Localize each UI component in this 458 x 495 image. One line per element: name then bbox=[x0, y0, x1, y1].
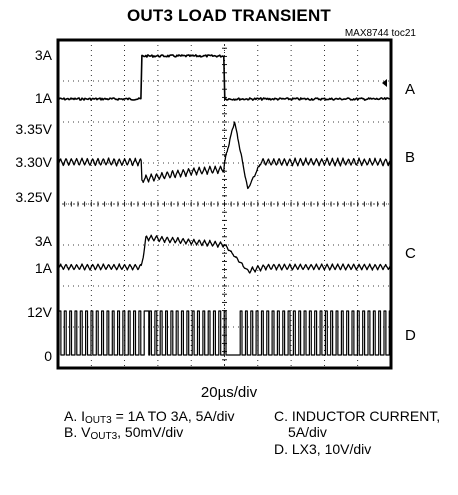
trace-b-label-3-25v: 3.25V bbox=[15, 189, 52, 205]
legend-a: A. IOUT3 = 1A TO 3A, 5A/div bbox=[64, 408, 235, 426]
trace-c-label-3a: 3A bbox=[34, 233, 52, 249]
trace-a-line bbox=[57, 54, 392, 101]
trace-d-label-12v: 12V bbox=[27, 304, 52, 320]
trace-id-a: A bbox=[405, 81, 416, 98]
trace-b-label-3-35v: 3.35V bbox=[15, 121, 52, 137]
document-id: MAX8744 toc21 bbox=[344, 28, 416, 39]
time-scale-label: 20µs/div bbox=[200, 384, 258, 401]
trace-id-c: C bbox=[405, 245, 416, 262]
plot-traces bbox=[57, 54, 392, 356]
trace-d-label-0: 0 bbox=[44, 348, 52, 364]
trace-b-line bbox=[57, 121, 391, 190]
trace-d-line bbox=[58, 310, 392, 356]
legend-c: C. INDUCTOR CURRENT, bbox=[274, 408, 441, 424]
trace-a-label-3a: 3A bbox=[34, 47, 52, 63]
trace-c-line bbox=[57, 234, 391, 274]
legend-b: B. VOUT3, 50mV/div bbox=[64, 424, 184, 442]
legend-d: D. LX3, 10V/div bbox=[274, 441, 372, 457]
trace-c-label-1a: 1A bbox=[34, 260, 52, 276]
trigger-marker-icon bbox=[382, 79, 387, 87]
trace-id-d: D bbox=[405, 327, 416, 344]
trace-b-label-3-30v: 3.30V bbox=[15, 154, 52, 170]
plot-frame bbox=[56, 38, 393, 370]
legend-c-scale: 5A/div bbox=[288, 424, 327, 440]
chart-title: OUT3 LOAD TRANSIENT bbox=[126, 6, 332, 25]
trace-a-label-1a: 1A bbox=[34, 90, 52, 106]
trace-id-b: B bbox=[405, 149, 416, 166]
